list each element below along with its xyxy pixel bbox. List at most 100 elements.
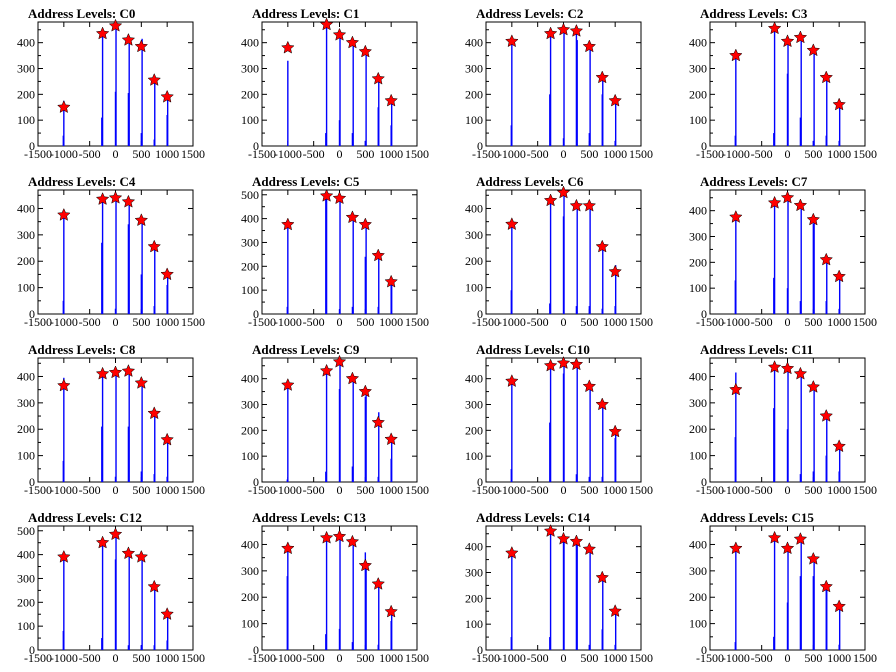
- level-marker: [108, 527, 123, 541]
- x-tick-label: 1500: [629, 315, 653, 329]
- x-tick-label: -500: [751, 651, 773, 665]
- y-tick-label: 100: [17, 619, 35, 633]
- panel-c14: Address Levels: C14 0 100 200 300 400 -1500-10…: [465, 510, 653, 665]
- panel-c13: Address Levels: C13 0 100 200 300 400 -1500-10…: [241, 510, 429, 665]
- y-tick-label: 200: [465, 254, 483, 268]
- level-marker: [729, 210, 743, 223]
- panel-c5: Address Levels: C50100200300400500-1500-…: [241, 174, 429, 329]
- x-tick-label: -1500: [696, 315, 724, 329]
- x-tick-label: 0: [337, 651, 343, 665]
- y-tick-label: 100: [241, 617, 259, 631]
- x-tick-label: 1000: [603, 147, 627, 161]
- y-tick-label: 400: [689, 369, 707, 383]
- y-tick-label: 400: [241, 212, 259, 226]
- panel-c9: Address Levels: C9 0 100 200 300 400 -1500-100…: [241, 342, 429, 497]
- y-tick-label: 400: [241, 36, 259, 50]
- x-tick-label: 0: [113, 483, 119, 497]
- x-tick-label: -500: [751, 315, 773, 329]
- level-marker: [505, 374, 519, 388]
- level-marker: [595, 570, 610, 584]
- x-tick-label: 1500: [405, 483, 429, 497]
- level-marker: [147, 406, 162, 420]
- level-marker: [780, 190, 795, 204]
- x-tick-label: 0: [561, 315, 567, 329]
- level-marker: [832, 97, 846, 111]
- x-tick-label: 1000: [603, 651, 627, 665]
- y-tick-label: 300: [689, 230, 707, 244]
- level-marker: [121, 32, 136, 46]
- x-tick-label: 500: [580, 147, 598, 161]
- x-tick-label: 1000: [603, 315, 627, 329]
- x-tick-label: 500: [356, 651, 374, 665]
- level-marker: [793, 366, 808, 380]
- x-tick-label: -1000: [722, 147, 750, 161]
- panel-c11: Address Levels: C11 0 100 200 300 400 -1500-10…: [689, 342, 877, 497]
- x-tick-label: -500: [79, 315, 101, 329]
- x-tick-label: 1500: [405, 315, 429, 329]
- level-marker: [556, 22, 571, 36]
- level-marker: [729, 382, 743, 396]
- y-tick-label: 400: [465, 372, 483, 386]
- x-tick-label: -500: [527, 483, 549, 497]
- level-marker: [505, 217, 519, 231]
- y-tick-label: 200: [241, 590, 259, 604]
- level-marker: [608, 424, 622, 438]
- x-tick-label: 1500: [181, 483, 205, 497]
- x-tick-label: 500: [356, 147, 374, 161]
- x-tick-label: 1000: [379, 483, 403, 497]
- level-marker: [319, 17, 334, 31]
- level-marker: [371, 415, 386, 429]
- level-marker: [57, 100, 71, 114]
- y-tick-label: 400: [689, 204, 707, 218]
- x-tick-label: 500: [580, 651, 598, 665]
- x-tick-label: -1500: [248, 147, 276, 161]
- x-tick-label: 0: [785, 483, 791, 497]
- level-marker: [57, 378, 71, 392]
- x-tick-label: 500: [580, 315, 598, 329]
- level-marker: [281, 217, 295, 231]
- level-marker: [345, 35, 360, 49]
- y-tick-label: 400: [241, 537, 259, 551]
- y-tick-label: 0: [253, 139, 259, 153]
- x-tick-label: 1000: [379, 147, 403, 161]
- y-tick-label: 0: [701, 139, 707, 153]
- x-tick-label: -1000: [722, 315, 750, 329]
- level-marker: [134, 213, 149, 227]
- x-tick-label: 500: [804, 483, 822, 497]
- y-tick-label: 400: [689, 36, 707, 50]
- x-tick-label: -1500: [248, 315, 276, 329]
- y-tick-label: 100: [241, 449, 259, 463]
- x-tick-label: 1500: [629, 147, 653, 161]
- panel-title: Address Levels: C2: [476, 6, 583, 21]
- y-tick-label: 0: [29, 643, 35, 657]
- x-tick-label: 0: [561, 483, 567, 497]
- level-marker: [505, 546, 519, 559]
- y-tick-label: 300: [465, 62, 483, 76]
- level-marker: [345, 371, 360, 385]
- x-tick-label: 0: [113, 651, 119, 665]
- level-marker: [281, 378, 295, 391]
- level-marker: [384, 432, 398, 446]
- level-marker: [608, 93, 622, 107]
- y-tick-label: 200: [689, 255, 707, 269]
- level-marker: [121, 194, 136, 208]
- x-tick-label: 1000: [155, 315, 179, 329]
- level-marker: [332, 191, 347, 205]
- panel-title: Address Levels: C6: [476, 174, 584, 189]
- x-tick-label: -500: [79, 651, 101, 665]
- level-marker: [767, 530, 782, 544]
- y-tick-label: 400: [17, 369, 35, 383]
- level-marker: [147, 73, 162, 86]
- y-tick-label: 100: [17, 113, 35, 127]
- y-tick-label: 300: [465, 398, 483, 412]
- y-tick-label: 500: [241, 188, 259, 202]
- y-tick-label: 200: [241, 423, 259, 437]
- level-marker: [95, 366, 110, 380]
- level-marker: [319, 530, 334, 544]
- level-marker: [832, 269, 846, 283]
- level-marker: [582, 542, 597, 556]
- x-tick-label: 1500: [629, 651, 653, 665]
- x-tick-label: 0: [113, 147, 119, 161]
- y-tick-label: 200: [689, 422, 707, 436]
- x-tick-label: -1500: [24, 315, 52, 329]
